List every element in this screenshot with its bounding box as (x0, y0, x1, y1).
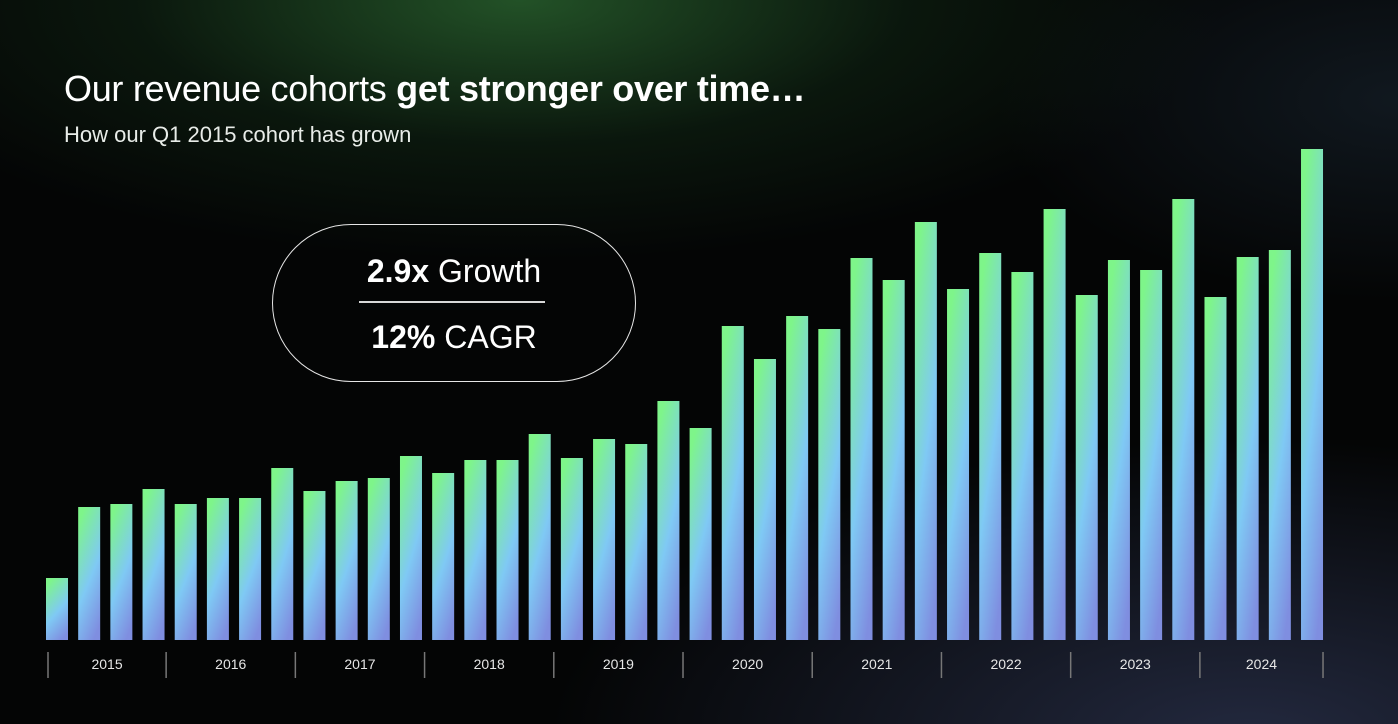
year-tick-label: 2015 (91, 656, 122, 672)
cagr-label: CAGR (435, 319, 537, 355)
growth-stat: 2.9x Growth (273, 253, 635, 290)
bar (914, 222, 937, 640)
bar (560, 458, 583, 640)
year-tick-label: 2017 (344, 656, 375, 672)
bar (303, 491, 326, 640)
growth-value: 2.9x (366, 253, 430, 289)
bar (1301, 149, 1324, 640)
bar (399, 456, 422, 640)
bar (142, 489, 165, 640)
bar (947, 289, 970, 640)
bar (753, 359, 776, 640)
bar (110, 504, 133, 640)
bar (1236, 257, 1259, 640)
page-subtitle: How our Q1 2015 cohort has grown (64, 122, 412, 147)
bar (593, 439, 616, 640)
bar (367, 478, 390, 640)
bar (721, 326, 744, 640)
bar (1140, 270, 1163, 640)
bar (818, 329, 841, 640)
bar (496, 460, 519, 640)
year-tick-label: 2019 (603, 656, 634, 672)
year-tick-label: 2021 (861, 656, 892, 672)
bar (1043, 209, 1066, 640)
bar (657, 401, 680, 640)
year-tick-label: 2020 (732, 656, 763, 672)
bar (174, 504, 197, 640)
title-bold: get stronger over time… (396, 68, 806, 109)
bar (979, 253, 1002, 640)
year-tick-label: 2018 (474, 656, 505, 672)
page-title: Our revenue cohorts get stronger over ti… (64, 68, 806, 110)
growth-label: Growth (429, 253, 542, 289)
callout-divider (359, 301, 545, 303)
bar (239, 498, 262, 640)
bar (1172, 199, 1195, 640)
cagr-value: 12% (371, 319, 436, 355)
year-tick-label: 2023 (1120, 656, 1151, 672)
bar (882, 280, 905, 640)
bar (1204, 297, 1227, 640)
title-regular: Our revenue cohorts (64, 68, 397, 109)
cagr-stat: 12% CAGR (273, 319, 635, 356)
year-tick-label: 2022 (990, 656, 1021, 672)
bar (464, 460, 487, 640)
bar (46, 578, 68, 640)
bar (271, 468, 294, 640)
bar (1075, 295, 1098, 640)
bar (786, 316, 809, 640)
growth-callout: 2.9x Growth 12% CAGR (272, 224, 636, 382)
year-tick-label: 2024 (1246, 656, 1277, 672)
bar (1268, 250, 1291, 640)
bar (528, 434, 551, 640)
bar (335, 481, 358, 640)
bar (1011, 272, 1034, 640)
bar (625, 444, 648, 640)
bar (1107, 260, 1130, 640)
bar (432, 473, 455, 640)
bar (78, 507, 101, 640)
bar (689, 428, 712, 640)
year-tick-label: 2016 (215, 656, 246, 672)
bar (206, 498, 229, 640)
bar (850, 258, 873, 640)
